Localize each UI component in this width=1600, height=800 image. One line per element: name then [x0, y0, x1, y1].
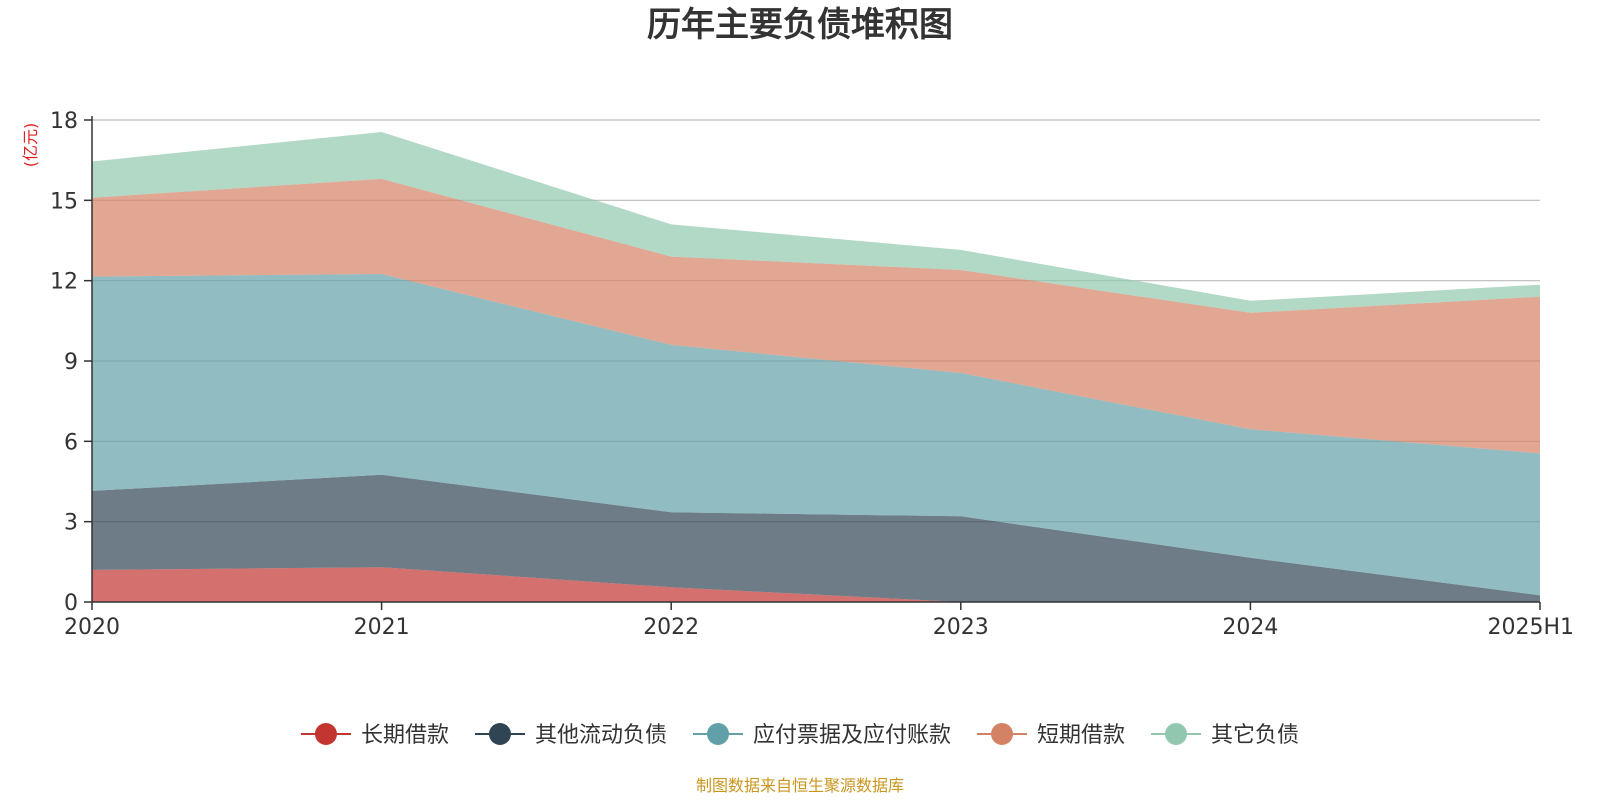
y-axis-unit-label: (亿元) — [21, 123, 40, 168]
legend-label: 长期借款 — [361, 723, 449, 748]
legend-label: 其它负债 — [1211, 723, 1299, 748]
area-series-3[interactable] — [92, 274, 1540, 596]
x-tick-label: 2021 — [354, 615, 410, 640]
area-series-5[interactable] — [92, 132, 1540, 313]
x-tick-label: 2020 — [64, 615, 120, 640]
x-tick-label: 2025H1 — [1487, 615, 1574, 640]
y-tick-label: 15 — [50, 189, 78, 214]
data-source-note: 制图数据来自恒生聚源数据库 — [696, 776, 904, 795]
y-tick-label: 18 — [50, 109, 78, 134]
chart-title: 历年主要负债堆积图 — [647, 5, 953, 45]
legend-dot-marker — [488, 723, 511, 745]
legend-item-5[interactable]: 其它负债 — [1151, 723, 1299, 748]
y-tick-label: 0 — [64, 591, 78, 616]
y-tick-label: 9 — [64, 350, 78, 375]
area-series-4[interactable] — [92, 178, 1540, 454]
area-series-group — [92, 132, 1540, 602]
legend-label: 短期借款 — [1037, 723, 1125, 748]
legend-dot-marker — [706, 723, 729, 745]
x-tick-label: 2023 — [933, 615, 989, 640]
area-series-1[interactable] — [92, 567, 1540, 602]
legend-dot-marker — [314, 723, 337, 745]
y-tick-label: 6 — [64, 430, 78, 455]
y-tick-label: 3 — [64, 511, 78, 536]
legend-label: 应付票据及应付账款 — [753, 723, 951, 748]
legend[interactable]: 长期借款 其他流动负债 应付票据及应付账款 短期借款 其它负债 — [300, 723, 1299, 748]
axes: 0 3 6 9 12 15 18 2020 2021 2022 2023 2024 2025H1 — [50, 109, 1574, 640]
y-tick-label: 12 — [50, 270, 78, 295]
x-tick-label: 2024 — [1222, 615, 1278, 640]
x-tick-label: 2022 — [643, 615, 699, 640]
legend-item-3[interactable]: 应付票据及应付账款 — [692, 723, 951, 748]
legend-item-1[interactable]: 长期借款 — [300, 723, 449, 748]
legend-label: 其他流动负债 — [535, 723, 667, 748]
legend-dot-marker — [1165, 723, 1188, 745]
legend-item-2[interactable]: 其他流动负债 — [474, 723, 667, 748]
legend-item-4[interactable]: 短期借款 — [977, 723, 1125, 748]
area-series-2[interactable] — [92, 474, 1540, 602]
legend-dot-marker — [991, 723, 1014, 745]
